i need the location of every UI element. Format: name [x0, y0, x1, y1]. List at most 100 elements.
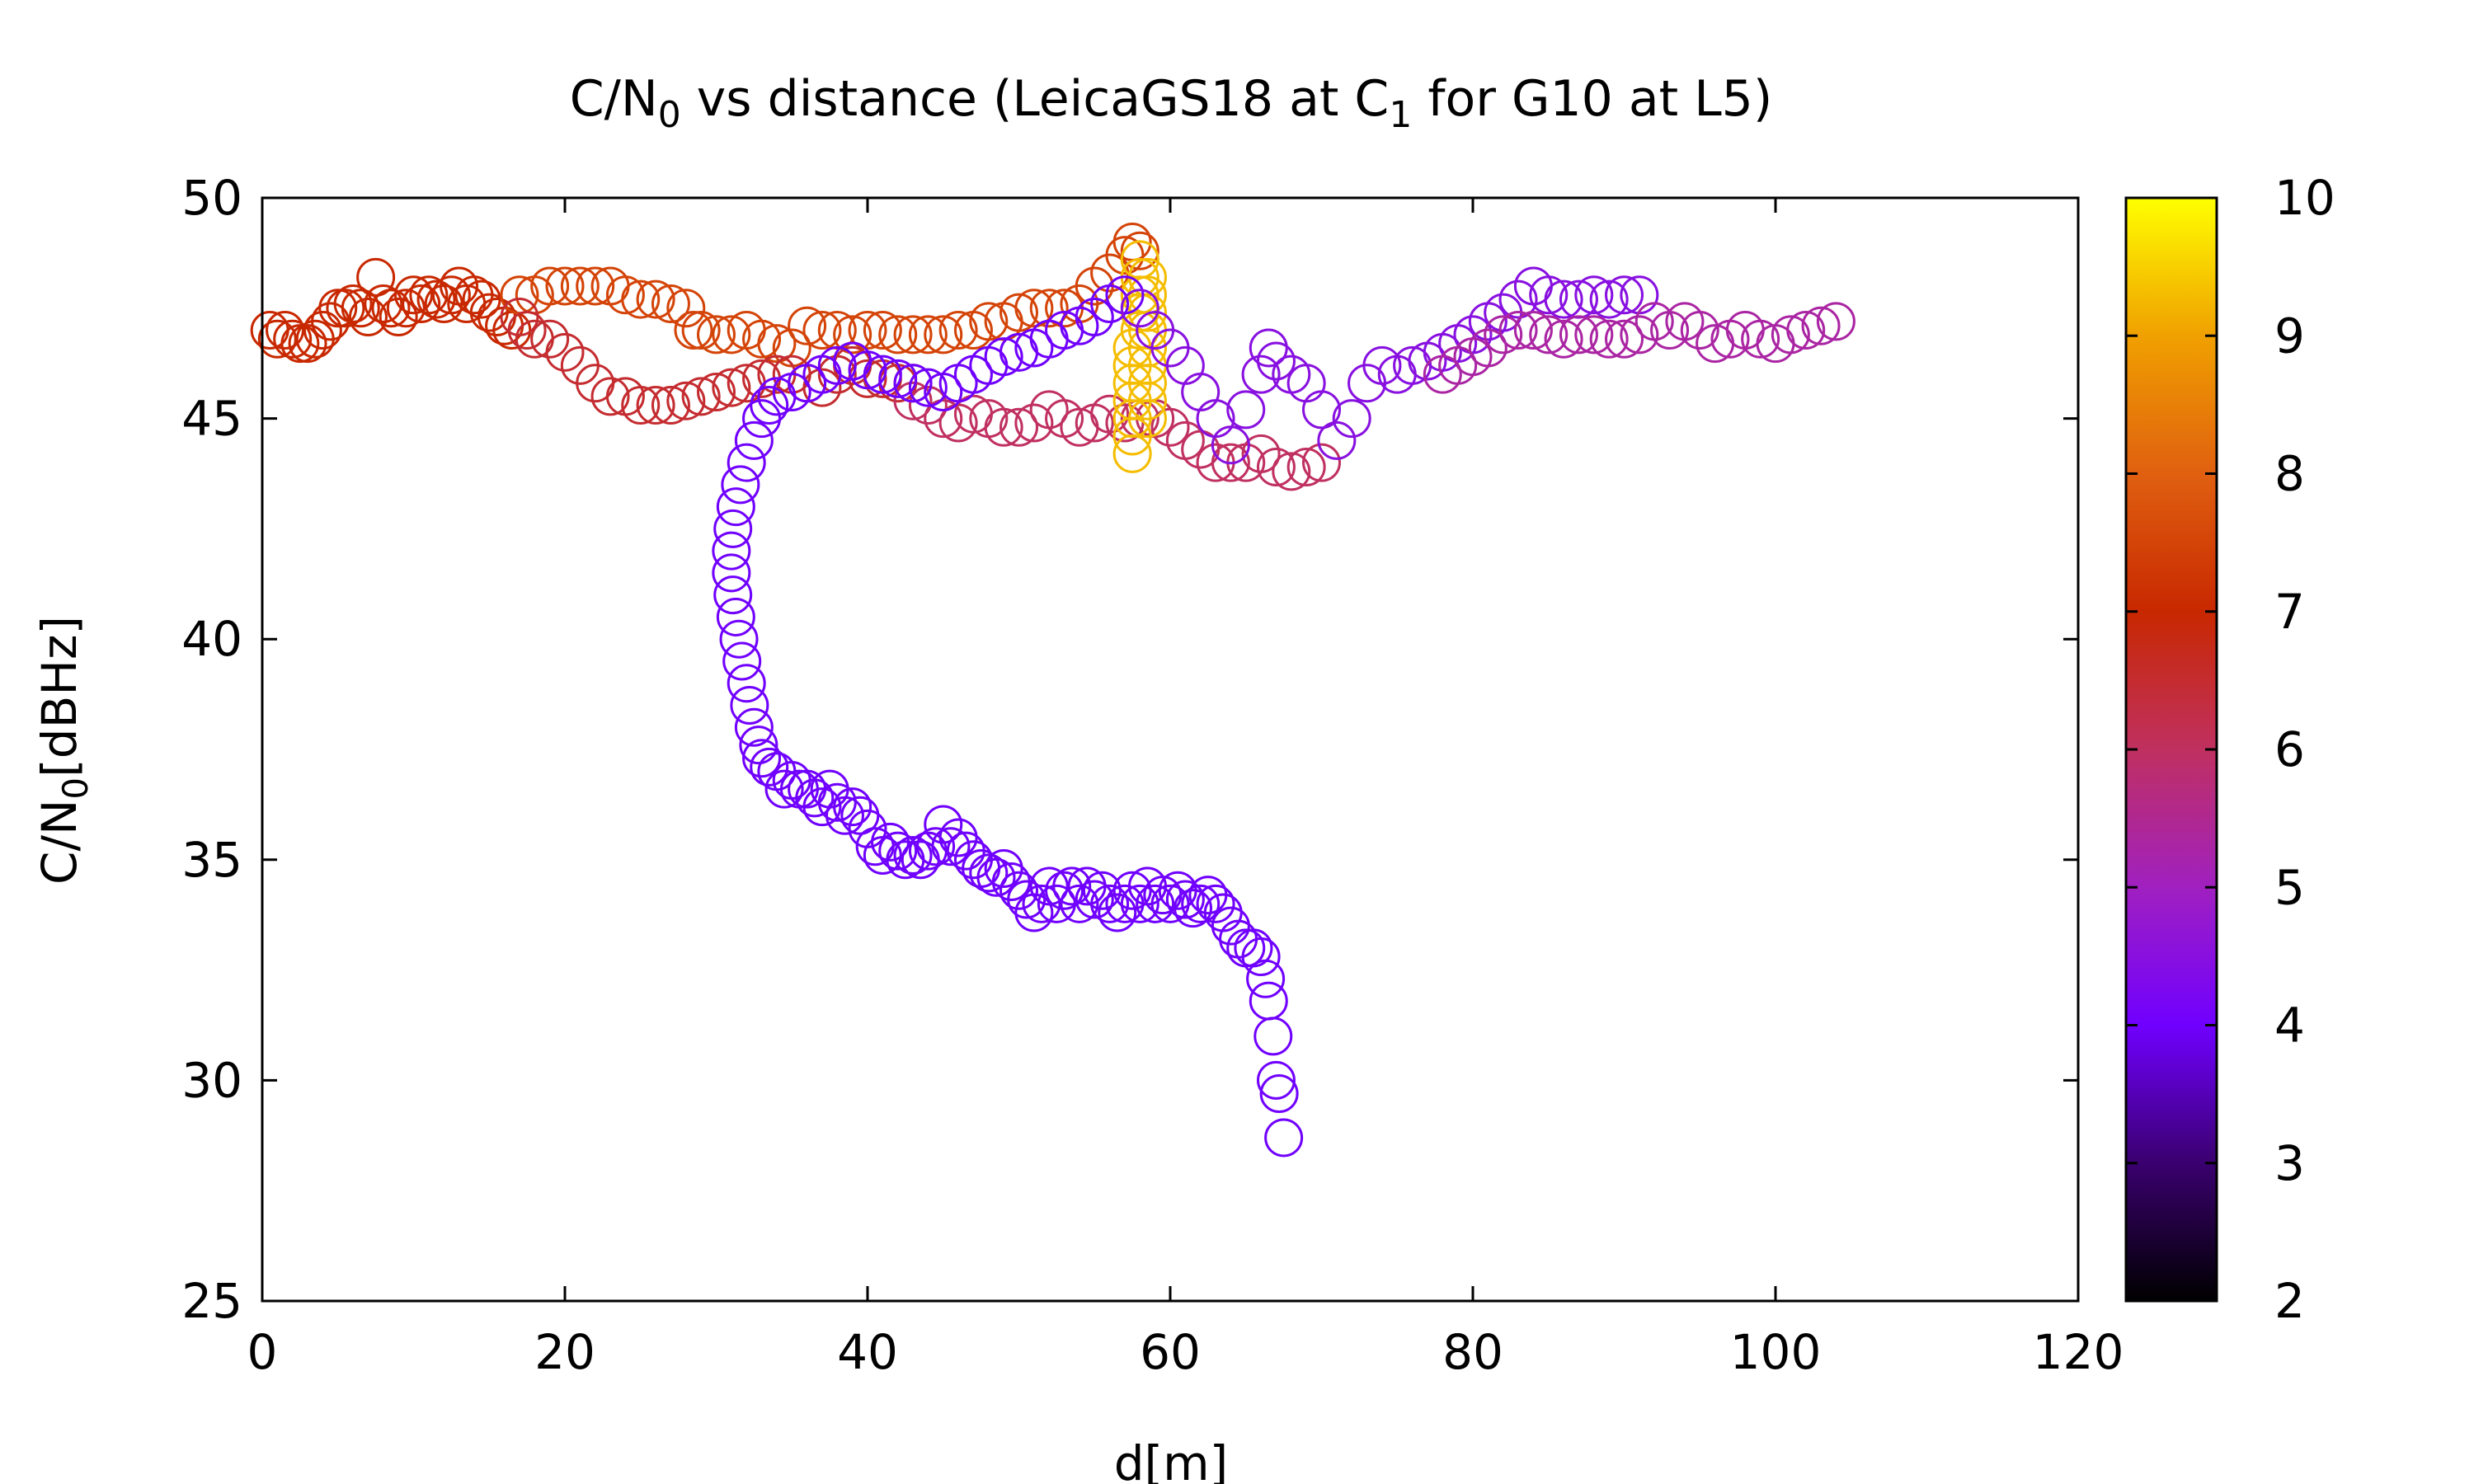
data-point: [1264, 1118, 1304, 1158]
data-point: [1605, 275, 1644, 315]
data-point: [1105, 275, 1145, 315]
ylabel-sub: 0: [55, 777, 96, 800]
data-point: [1241, 355, 1281, 394]
data-point: [1468, 328, 1507, 368]
data-point: [1181, 372, 1221, 411]
ylabel-rest: [dBHz]: [31, 616, 87, 777]
data-point: [802, 311, 842, 350]
data-point: [1332, 399, 1371, 439]
data-point: [1136, 884, 1175, 923]
data-point: [984, 849, 1023, 889]
data-point: [364, 284, 403, 323]
y-tick-label: 35: [181, 832, 242, 888]
data-point: [1741, 319, 1780, 359]
data-point: [712, 531, 751, 571]
data-point: [697, 315, 736, 355]
data-point: [893, 381, 933, 420]
data-point: [1816, 302, 1856, 341]
y-axis-label: C/N0[dBHz]: [31, 616, 96, 885]
data-point: [953, 840, 993, 880]
data-point: [742, 319, 782, 359]
colorbar-tick-label: 8: [2274, 446, 2305, 502]
data-point: [727, 443, 766, 482]
plot-frame: [261, 196, 2080, 1303]
data-point: [1098, 893, 1137, 932]
data-point: [621, 279, 661, 319]
data-point: [840, 796, 880, 835]
data-point: [1060, 884, 1099, 923]
data-point: [1529, 315, 1569, 355]
data-point: [1786, 311, 1826, 350]
data-point: [1302, 443, 1341, 482]
data-point: [666, 289, 706, 328]
colorbar-tick-label: 4: [2274, 998, 2305, 1054]
data-point: [674, 311, 713, 350]
data-point: [1249, 981, 1288, 1021]
y-tick-label: 25: [181, 1273, 242, 1329]
data-point: [878, 359, 918, 398]
data-point: [590, 377, 630, 416]
data-point: [1589, 319, 1629, 359]
data-point: [545, 266, 585, 306]
data-point: [1150, 407, 1190, 447]
data-point: [1188, 876, 1228, 915]
data-point: [908, 315, 948, 355]
ylabel-main: C/N: [31, 800, 87, 885]
data-point: [757, 324, 797, 364]
data-point: [893, 315, 933, 355]
data-point: [697, 372, 736, 411]
data-point: [969, 853, 1009, 893]
data-point: [280, 324, 320, 364]
colorbar-tick-label: 2: [2274, 1273, 2305, 1329]
colorbar: 2 3 4 5 6 7 8 9 10: [2124, 170, 2335, 1329]
data-point: [1256, 1060, 1296, 1100]
data-point: [318, 289, 358, 328]
data-point: [878, 315, 918, 355]
data-point: [621, 386, 661, 425]
data-point: [1680, 311, 1719, 350]
data-point: [1317, 420, 1357, 460]
data-point: [727, 664, 766, 703]
data-point: [402, 284, 441, 323]
data-point: [1067, 866, 1107, 906]
x-axis-label: d[m]: [1114, 1435, 1229, 1484]
data-point: [802, 368, 842, 407]
data-point: [576, 266, 615, 306]
data-point: [560, 266, 600, 306]
data-point: [908, 386, 948, 425]
data-point: [716, 487, 755, 527]
data-point: [734, 707, 774, 747]
data-point: [984, 407, 1023, 447]
data-point: [1029, 289, 1069, 328]
data-point: [371, 289, 411, 328]
data-point: [1253, 1017, 1293, 1056]
data-point: [1181, 884, 1221, 923]
data-point: [1544, 319, 1583, 359]
data-point: [855, 827, 895, 866]
data-point: [1801, 306, 1841, 345]
data-point: [1544, 279, 1583, 319]
y-tick-label: 40: [181, 611, 242, 667]
data-point: [266, 311, 305, 350]
data-point: [817, 345, 857, 385]
data-point: [764, 769, 804, 809]
data-point: [750, 386, 789, 425]
data-point: [545, 332, 585, 372]
data-point: [1256, 447, 1296, 486]
data-point: [288, 324, 327, 364]
axes: 0 20 40 60 80 100 120 25 30 35 40 45 50: [181, 170, 2124, 1380]
data-point: [1574, 275, 1614, 315]
data-point: [666, 381, 706, 420]
title-rest1: vs distance (LeicaGS18 at C: [681, 70, 1390, 128]
data-point: [1196, 884, 1235, 923]
data-point: [1082, 871, 1122, 910]
data-point: [1037, 884, 1076, 923]
data-point: [969, 302, 1009, 341]
data-point: [273, 319, 313, 359]
title-rest2: for G10 at L5): [1412, 70, 1772, 128]
data-point: [739, 726, 778, 765]
y-tick-label: 45: [181, 391, 242, 447]
data-point: [394, 275, 433, 315]
title-sub2: 1: [1389, 94, 1412, 136]
colorbar-tick-label: 5: [2274, 859, 2305, 915]
